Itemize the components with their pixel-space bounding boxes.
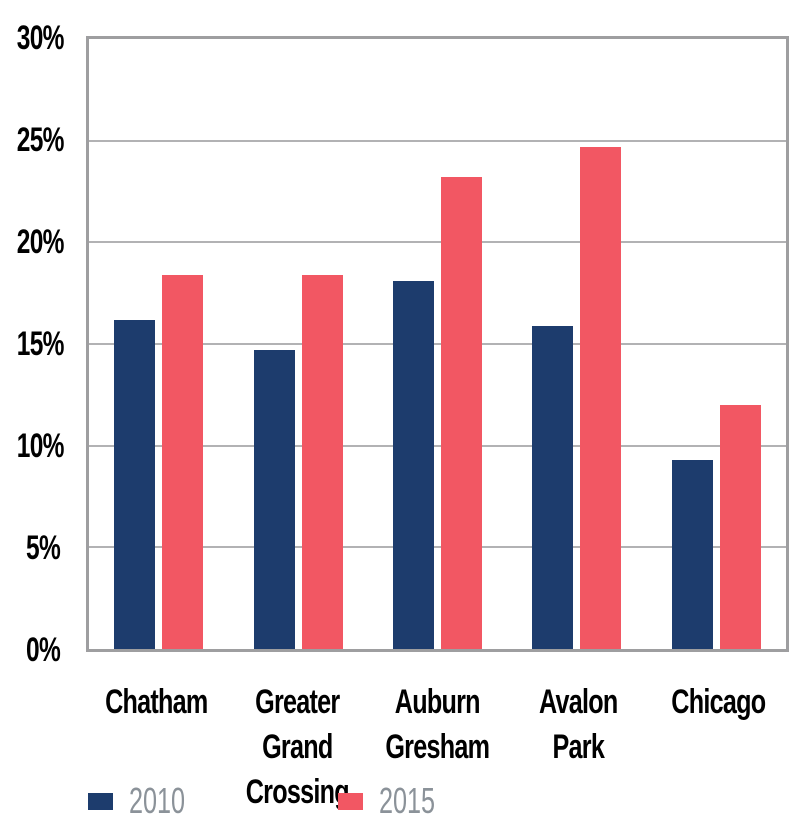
gridline-10: [89, 444, 786, 447]
y-tick-0: 0%: [26, 631, 61, 669]
plot-area: [86, 36, 789, 652]
bar-2010-avalon-park: [532, 325, 574, 649]
x-label-auburn-gresham: Auburn Gresham: [385, 683, 491, 766]
bar-group-greater-grand-crossing: [228, 39, 367, 649]
x-axis: Chatham Greater Grand Crossing Auburn Gr…: [86, 680, 789, 815]
bar-2015-chatham: [162, 274, 204, 649]
y-tick-5: 5%: [26, 529, 61, 567]
gridline-20: [89, 241, 786, 244]
y-tick-25: 25%: [16, 121, 65, 159]
bar-group-avalon-park: [507, 39, 646, 649]
legend-item-2010: 2010: [88, 780, 209, 821]
gridline-5: [89, 546, 786, 549]
bar-2015-avalon-park: [580, 146, 622, 649]
y-tick-30: 30%: [16, 19, 65, 57]
x-label-greater-grand-crossing: Greater Grand Crossing: [245, 683, 349, 811]
y-tick-20: 20%: [16, 223, 65, 261]
y-tick-15: 15%: [16, 325, 65, 363]
bar-groups: [89, 39, 786, 649]
bar-group-chatham: [89, 39, 228, 649]
bar-2015-greater-grand-crossing: [301, 274, 343, 649]
x-label-chicago: Chicago: [671, 683, 767, 721]
legend-label-2010: 2010: [129, 780, 186, 821]
gridline-15: [89, 343, 786, 345]
legend-swatch-2010: [88, 792, 113, 810]
y-tick-10: 10%: [16, 427, 65, 465]
bar-group-chicago: [647, 39, 786, 649]
bar-2010-chicago: [671, 459, 713, 649]
bar-2015-auburn-gresham: [441, 177, 483, 649]
legend-swatch-2015: [338, 792, 363, 810]
bar-2010-auburn-gresham: [393, 280, 435, 649]
bar-group-auburn-gresham: [368, 39, 507, 649]
legend-label-2015: 2015: [379, 780, 436, 821]
bar-2010-chatham: [114, 319, 156, 649]
bar-2015-chicago: [719, 405, 761, 649]
gridline-25: [89, 139, 786, 142]
x-label-chatham: Chatham: [105, 683, 208, 721]
legend-item-2015: 2015: [338, 780, 459, 821]
x-label-avalon-park: Avalon Park: [538, 683, 618, 766]
bar-2010-greater-grand-crossing: [253, 350, 295, 649]
